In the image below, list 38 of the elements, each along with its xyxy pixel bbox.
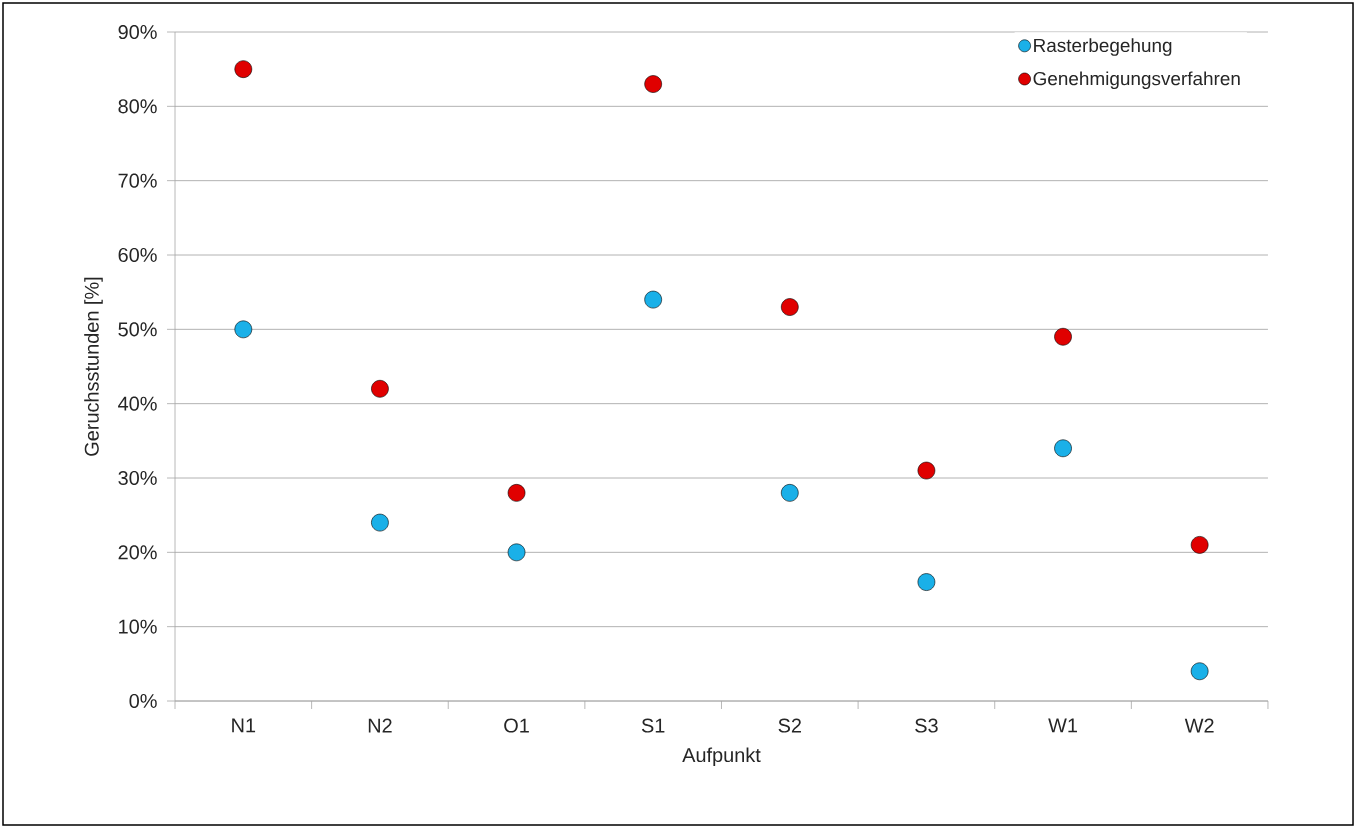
point xyxy=(507,484,526,502)
point xyxy=(917,461,936,480)
y-tick-label: 30% xyxy=(118,470,157,486)
x-tick-label: S1 xyxy=(641,718,665,733)
y-tick-label: 40% xyxy=(118,396,157,411)
point xyxy=(1054,439,1072,458)
y-axis-title: Geruchsstunden [%] xyxy=(84,277,103,456)
x-tick-label: W1 xyxy=(1048,718,1078,733)
x-axis-title: Aufpunkt xyxy=(682,747,761,767)
legend-label: Rasterbegehung xyxy=(1034,38,1172,56)
point xyxy=(1190,536,1209,554)
point xyxy=(234,60,253,78)
y-tick-label: 90% xyxy=(118,24,157,40)
point xyxy=(371,380,389,398)
x-tick-label: N2 xyxy=(368,718,392,733)
y-tick-label: 50% xyxy=(118,322,157,337)
y-tick-label: 20% xyxy=(118,545,157,560)
y-tick-label: 80% xyxy=(118,99,157,114)
x-tick-label: O1 xyxy=(504,718,529,733)
y-tick-label: 0% xyxy=(129,693,157,709)
y-tick-label: 10% xyxy=(119,619,157,634)
legend-label: Genehmigungsverfahren xyxy=(1033,71,1240,90)
y-tick-label: 70% xyxy=(118,173,157,188)
x-tick-label: N1 xyxy=(232,718,256,733)
x-tick-label: W2 xyxy=(1184,718,1214,733)
point xyxy=(917,573,936,591)
point xyxy=(780,484,799,502)
point xyxy=(371,513,389,532)
point xyxy=(780,298,799,316)
point xyxy=(1054,327,1072,346)
y-tick-label: 60% xyxy=(118,247,157,263)
point xyxy=(644,290,662,309)
point xyxy=(644,75,662,93)
point xyxy=(234,320,253,339)
point xyxy=(1190,662,1209,681)
point xyxy=(507,543,526,562)
x-tick-label: S2 xyxy=(778,718,801,733)
x-tick-label: S3 xyxy=(915,718,938,733)
